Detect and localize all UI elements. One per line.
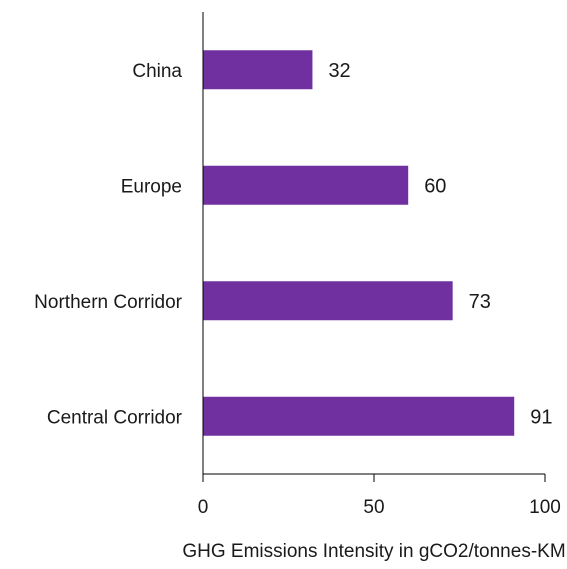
- bars: [203, 50, 515, 436]
- axes: 0 50 100: [198, 12, 561, 518]
- bar-europe: [203, 165, 409, 205]
- data-label-europe: 60: [424, 175, 446, 197]
- data-label-northern-corridor: 73: [469, 291, 491, 313]
- bar-northern-corridor: [203, 281, 453, 321]
- data-label-central-corridor: 91: [530, 406, 552, 428]
- category-label-northern-corridor: Northern Corridor: [34, 292, 182, 313]
- category-label-central-corridor: Central Corridor: [47, 407, 183, 428]
- x-tick-label-0: 0: [198, 497, 209, 518]
- x-tick-label-100: 100: [529, 497, 561, 518]
- bar-china: [203, 50, 313, 90]
- x-tick-label-50: 50: [363, 497, 384, 518]
- data-label-china: 32: [328, 60, 350, 82]
- category-label-europe: Europe: [121, 176, 182, 197]
- category-labels: China Europe Northern Corridor Central Corr…: [34, 61, 182, 429]
- category-label-china: China: [132, 61, 182, 82]
- x-axis-title: GHG Emissions Intensity in gCO2/tonnes-K…: [182, 541, 565, 562]
- bar-central-corridor: [203, 396, 515, 436]
- data-labels: 32 60 73 91: [328, 60, 552, 429]
